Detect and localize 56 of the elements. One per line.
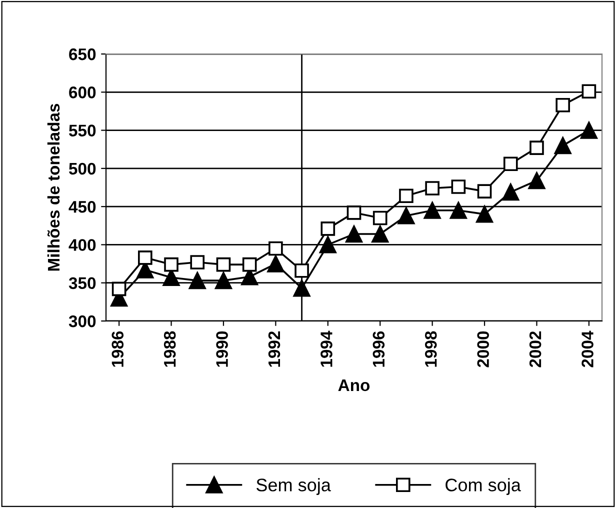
point — [268, 241, 283, 256]
point — [476, 206, 494, 223]
point — [424, 202, 441, 219]
point — [267, 255, 284, 272]
point — [372, 225, 389, 243]
y-axis-title: Milhões de toneladas — [47, 104, 60, 271]
point — [451, 180, 466, 194]
point — [214, 272, 232, 290]
x-tick-label: 2000 — [477, 331, 489, 368]
point — [372, 210, 388, 226]
point — [346, 206, 362, 220]
y-tick-label: 350 — [68, 277, 96, 290]
x-tick-label: 1988 — [164, 331, 176, 367]
point — [112, 282, 126, 296]
point — [425, 181, 440, 196]
x-tick-label: 2004 — [582, 330, 594, 368]
y-tick-label: 650 — [69, 48, 96, 60]
x-axis-title: Ano — [338, 380, 370, 392]
point — [294, 263, 309, 278]
point — [398, 207, 415, 224]
x-tick-label: 1996 — [372, 331, 385, 367]
y-tick-label: 450 — [68, 200, 96, 213]
x-tick-label: 1986 — [112, 331, 124, 367]
point — [530, 140, 544, 155]
x-tick-label: 1994 — [320, 330, 332, 367]
point — [580, 122, 598, 139]
point — [138, 250, 152, 265]
x-tick-label: 1992 — [268, 331, 280, 367]
x-tick-label: 1998 — [424, 331, 437, 367]
point — [293, 280, 310, 297]
point — [528, 172, 546, 190]
point — [188, 272, 206, 290]
point — [164, 257, 178, 272]
point — [556, 98, 570, 112]
point — [320, 222, 336, 236]
x-tick-label: 2002 — [529, 331, 542, 368]
point — [190, 255, 205, 270]
point — [242, 257, 257, 272]
y-tick-label: 500 — [68, 162, 96, 175]
point — [216, 257, 231, 272]
legend-label: Com soja — [446, 478, 521, 495]
point — [582, 84, 596, 99]
point — [345, 225, 363, 243]
point — [502, 184, 520, 201]
x-tick-label: 1990 — [216, 331, 228, 367]
point — [319, 236, 336, 254]
legend-label: Sem soja — [256, 478, 331, 495]
point — [477, 184, 492, 198]
y-tick-label: 400 — [68, 239, 96, 251]
point — [503, 156, 518, 172]
y-tick-label: 550 — [68, 124, 96, 136]
point — [399, 188, 414, 204]
point — [450, 202, 467, 219]
y-tick-label: 600 — [69, 86, 96, 98]
point — [554, 137, 572, 154]
y-tick-label: 300 — [68, 315, 96, 328]
